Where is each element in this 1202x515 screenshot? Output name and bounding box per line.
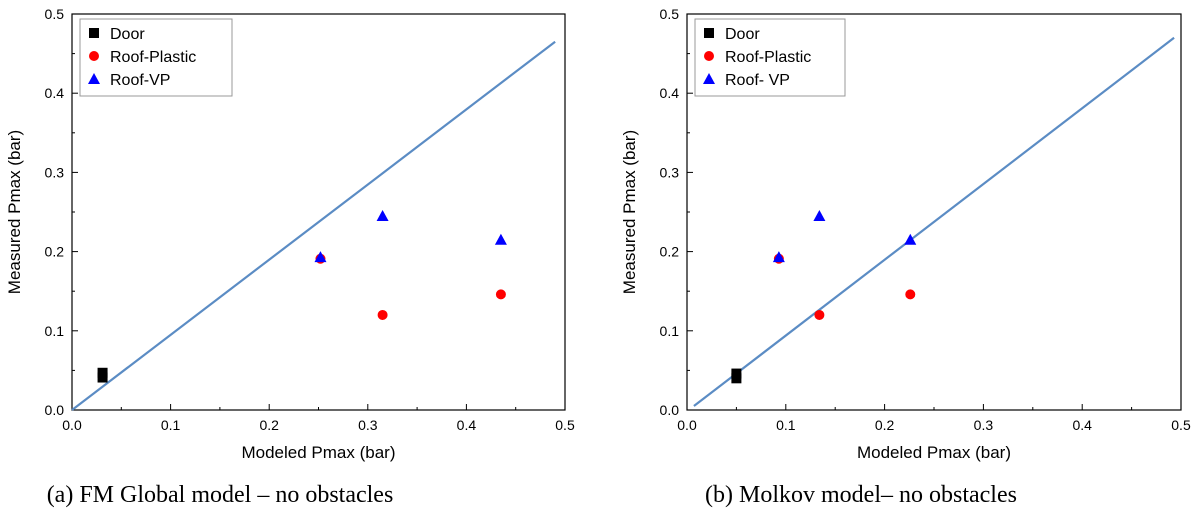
chart-a-point-circle — [377, 309, 388, 320]
chart-b-y-tick-label: 0.5 — [660, 6, 680, 22]
chart-b-legend-label: Door — [725, 26, 760, 43]
chart-b-point-circle — [814, 309, 825, 320]
chart-a-x-tick-label: 0.4 — [457, 417, 477, 433]
chart-a-reference-line — [71, 40, 556, 411]
chart-b-x-tick-label: 0.2 — [875, 417, 895, 433]
chart-b-y-tick-label: 0.0 — [660, 402, 680, 418]
chart-b-plot-area: 0.0 0.1 0.2 0.3 0.4 0.5 0.0 0.1 0.2 0.3 0.4 0.5 — [660, 6, 1191, 433]
chart-b-point-triangle — [813, 209, 826, 221]
chart-a-legend-label: Roof-VP — [110, 72, 170, 89]
chart-b-x-tick-label: 0.3 — [974, 417, 994, 433]
chart-a-x-axis-label: Modeled Pmax (bar) — [241, 443, 395, 462]
chart-a-plot-area: 0.0 0.1 0.2 0.3 0.4 0.5 0.0 0.1 0.2 0.3 0.4 0.5 — [45, 6, 575, 433]
chart-b-x-axis-label: Modeled Pmax (bar) — [857, 443, 1011, 462]
chart-b-legend-marker-square — [704, 28, 714, 38]
chart-b-x-tick-label: 0.1 — [776, 417, 796, 433]
chart-panel-b: 0.0 0.1 0.2 0.3 0.4 0.5 0.0 0.1 0.2 0.3 0.4 0.5 Doo… — [601, 0, 1202, 515]
chart-a-y-tick-label: 0.5 — [45, 6, 65, 22]
chart-b-x-tick-label: 0.4 — [1072, 417, 1092, 433]
chart-a-point-circle — [495, 289, 506, 300]
chart-a-x-tick-label: 0.3 — [358, 417, 378, 433]
chart-b-point-square — [731, 373, 742, 384]
chart-b-legend-marker-triangle — [703, 73, 715, 84]
chart-a-x-tick-label: 0.1 — [161, 417, 181, 433]
chart-a-legend-marker-circle — [89, 51, 99, 61]
chart-b-y-tick-label: 0.3 — [660, 164, 680, 180]
chart-b-reference-line — [693, 36, 1175, 407]
chart-b-legend-items: Door Roof-Plastic Roof- VP — [703, 26, 811, 89]
chart-b-y-tick-label: 0.2 — [660, 244, 680, 260]
chart-a-legend-label: Roof-Plastic — [110, 49, 196, 66]
chart-a-x-tick-label: 0.0 — [62, 417, 82, 433]
chart-a-legend-items: Door Roof-Plastic Roof-VP — [88, 26, 196, 89]
chart-b-legend-marker-circle — [704, 51, 714, 61]
chart-a-legend: Door Roof-Plastic Roof-VP — [79, 18, 233, 97]
chart-b-y-tick-label: 0.1 — [660, 323, 680, 339]
chart-a-legend-marker-square — [89, 28, 99, 38]
chart-b-x-tick-label: 0.0 — [677, 417, 697, 433]
chart-a-point-triangle — [376, 209, 389, 221]
chart-a-svg: 0.0 0.1 0.2 0.3 0.4 0.5 0.0 0.1 0.2 0.3 0.4 0.5 Doo… — [5, 6, 575, 508]
chart-b-y-tick-label: 0.4 — [660, 85, 680, 101]
chart-a-y-axis-label: Measured Pmax (bar) — [5, 130, 24, 294]
chart-b-legend: Door Roof-Plastic Roof- VP — [694, 18, 846, 97]
chart-a-legend-label: Door — [110, 26, 145, 43]
chart-b-point-triangle — [904, 233, 917, 245]
chart-a-y-tick-label: 0.4 — [45, 85, 65, 101]
chart-b-point-circle — [905, 289, 916, 300]
chart-b-x-tick-label: 0.5 — [1171, 417, 1191, 433]
chart-a-y-tick-label: 0.3 — [45, 164, 65, 180]
chart-b-y-axis-label: Measured Pmax (bar) — [620, 130, 639, 294]
chart-a-point-triangle — [314, 251, 327, 263]
chart-a-point-triangle — [494, 233, 507, 245]
chart-b-legend-label: Roof-Plastic — [725, 49, 811, 66]
chart-b-point-triangle — [772, 251, 785, 263]
chart-b-legend-label: Roof- VP — [725, 72, 790, 89]
chart-b-legend-box — [694, 18, 846, 97]
chart-a-legend-marker-triangle — [88, 73, 100, 84]
chart-a-x-tick-label: 0.5 — [555, 417, 575, 433]
chart-a-point-square — [97, 372, 108, 383]
chart-b-caption: (b) Molkov model– no obstacles — [705, 482, 1017, 508]
chart-a-x-tick-label: 0.2 — [259, 417, 279, 433]
chart-a-legend-box — [79, 18, 233, 97]
chart-a-caption: (a) FM Global model – no obstacles — [47, 482, 394, 508]
chart-a-y-tick-label: 0.2 — [45, 244, 65, 260]
chart-b-svg: 0.0 0.1 0.2 0.3 0.4 0.5 0.0 0.1 0.2 0.3 0.4 0.5 Doo… — [620, 6, 1191, 508]
chart-panel-a: 0.0 0.1 0.2 0.3 0.4 0.5 0.0 0.1 0.2 0.3 0.4 0.5 Doo… — [5, 6, 575, 508]
chart-a-y-tick-label: 0.0 — [45, 402, 65, 418]
chart-a-y-tick-label: 0.1 — [45, 323, 65, 339]
